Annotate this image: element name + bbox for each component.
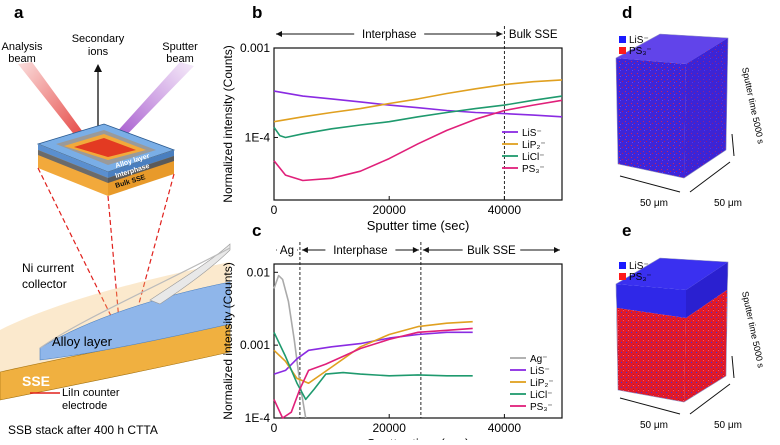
series-line: [273, 274, 307, 419]
region-label-bg: [325, 242, 396, 256]
region-label: Interphase: [362, 29, 416, 41]
cube-e-dim-1: 50 μm: [640, 420, 668, 431]
series-line: [273, 331, 473, 401]
analysis-beam-label-1: Analysis: [2, 41, 43, 53]
secondary-ion-arrowhead: [94, 64, 102, 72]
x-tick-label: 40000: [488, 421, 522, 435]
legend-label: Ag⁻: [530, 354, 548, 365]
secondary-ions-label-1: Secondary: [72, 33, 125, 45]
series-line: [273, 99, 563, 182]
legend-label: PS₃⁻: [530, 402, 553, 413]
alloy-layer-label: Alloy layer: [52, 334, 113, 349]
cube-e-legend-1: LiS⁻: [629, 261, 649, 272]
region-arrowhead-left: [422, 247, 429, 253]
panel-label-d: d: [622, 3, 632, 22]
region-arrowhead-left: [276, 31, 282, 37]
cube-d-dim-1: 50 μm: [640, 198, 668, 209]
panel-label-a: a: [14, 3, 24, 22]
cube-e-dim-2: 50 μm: [714, 420, 742, 431]
region-label: Bulk SSE: [467, 245, 516, 257]
analysis-beam: [18, 62, 96, 152]
cube-e-legend-swatch-1: [619, 262, 626, 269]
panel-label-e: e: [622, 221, 631, 240]
x-tick-label: 0: [271, 203, 278, 217]
analysis-beam-label-2: beam: [8, 53, 36, 65]
panel-d-cube: d LiS⁻ PS₃⁻ Sputter time 5000 s 50 μm 50…: [615, 3, 766, 209]
panel-c-chart: c Ag Interphase Bulk SSE 0 20000 40000 Sputter…: [221, 221, 563, 445]
liin-label-1: LiIn counter: [62, 387, 120, 399]
cube-d-sputter-label: Sputter time 5000 s: [740, 66, 766, 145]
panel-a-schematic: a Analysis beam Secondary ions Sputter b…: [0, 3, 231, 437]
cube-d-legend-1: LiS⁻: [629, 35, 649, 46]
region-arrowhead-left: [301, 247, 308, 253]
plot-frame: [273, 47, 563, 201]
legend-label: LiP₂⁻: [522, 140, 546, 151]
panel-label-c: c: [252, 221, 261, 240]
sputter-beam-label-1: Sputter: [162, 41, 198, 53]
sputter-beam-label-2: beam: [166, 53, 194, 65]
region-arrowhead-right: [554, 247, 560, 253]
ni-collector-label-1: Ni current: [22, 261, 75, 275]
region-label-bg: [276, 242, 298, 256]
x-tick-label: 20000: [373, 421, 407, 435]
liin-label-2: electrode: [62, 400, 107, 412]
sse-label: SSE: [22, 373, 50, 389]
crater-block: Alloy layer Interphase Bulk SSE: [36, 123, 176, 196]
series-line: [273, 95, 563, 139]
cube-d-legend-swatch-2: [619, 47, 626, 54]
series-line: [273, 90, 563, 118]
ssb-stack: [0, 243, 231, 401]
region-label-bg: [504, 26, 562, 40]
x-tick-label: 0: [271, 421, 278, 435]
cube-e-legend-2: PS₃⁻: [629, 272, 652, 283]
y-axis-label: Normalized intensity (Counts): [221, 262, 235, 419]
region-label: Ag: [280, 245, 294, 257]
legend-label: LiP₂⁻: [530, 378, 554, 389]
cube-e-sputter-label: Sputter time 5000 s: [740, 290, 766, 369]
y-tick-label: 0.01: [247, 265, 271, 279]
cube-d-legend-swatch-1: [619, 36, 626, 43]
cube-d-legend-2: PS₃⁻: [629, 46, 652, 57]
series-line: [273, 79, 563, 123]
cube-e-legend-swatch-2: [619, 273, 626, 280]
x-axis-label: Sputter time (sec): [367, 218, 470, 233]
legend-label: LiCl⁻: [530, 390, 553, 401]
plot-frame: [273, 263, 563, 419]
y-tick-label: 0.001: [240, 338, 270, 352]
panel-b-chart: b Interphase Bulk SSE 0 20000 40000 Sputter t…: [221, 3, 563, 233]
series-line: [273, 331, 473, 375]
legend-label: LiCl⁻: [522, 152, 545, 163]
region-label: Bulk SSE: [509, 29, 558, 41]
legend-label: LiS⁻: [530, 366, 550, 377]
region-label: Interphase: [333, 245, 387, 257]
x-tick-label: 40000: [488, 203, 522, 217]
y-axis-label: Normalized intensity (Counts): [221, 45, 235, 202]
ni-collector-label-2: collector: [22, 277, 67, 291]
cube-d-dim-2: 50 μm: [714, 198, 742, 209]
y-tick-label: 0.001: [240, 41, 270, 55]
panel-label-b: b: [252, 3, 262, 22]
legend-label: PS₃⁻: [522, 164, 545, 175]
series-line: [273, 327, 473, 419]
region-label-bg: [354, 26, 425, 40]
region-arrowhead-right: [412, 247, 419, 253]
x-tick-label: 20000: [373, 203, 407, 217]
legend-label: LiS⁻: [522, 128, 542, 139]
y-tick-label: 1E-4: [245, 130, 271, 144]
stack-caption: SSB stack after 400 h CTTA: [8, 423, 158, 437]
secondary-ions-label-2: ions: [88, 46, 109, 58]
region-arrowhead-right: [496, 31, 503, 37]
y-tick-label: 1E-4: [245, 411, 271, 425]
sputter-beam: [104, 62, 194, 150]
region-label-bg: [462, 242, 521, 256]
x-axis-label: Sputter time (sec): [367, 436, 470, 440]
panel-e-cube: e LiS⁻ PS₃⁻ Sputter time 5000 s 50 μm 50…: [615, 221, 766, 431]
